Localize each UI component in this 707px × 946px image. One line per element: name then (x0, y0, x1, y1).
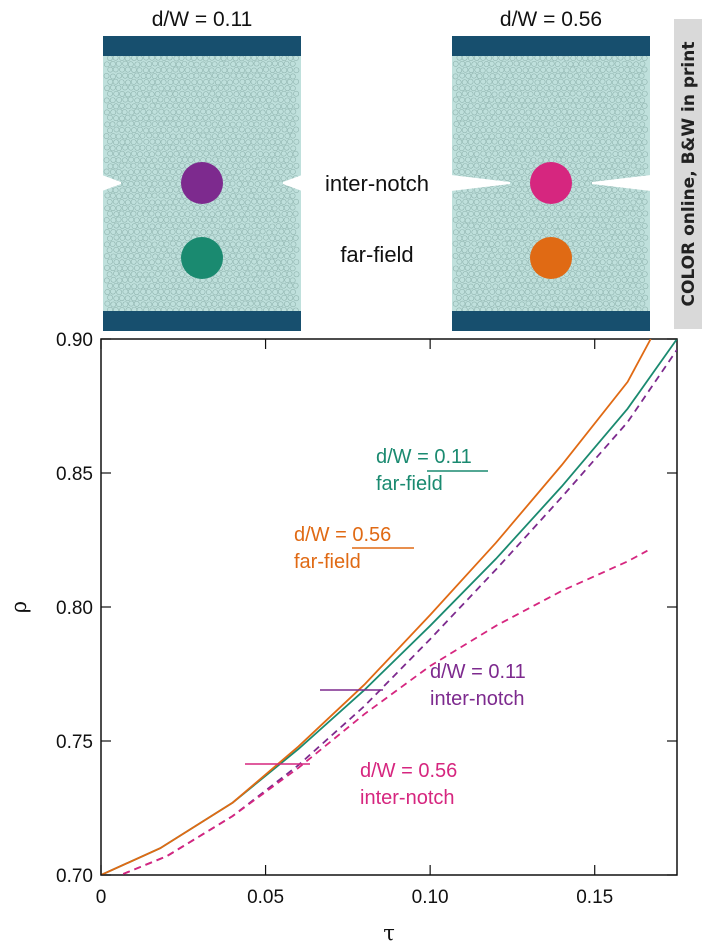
x-tick-label: 0.05 (247, 887, 284, 908)
series-curves (101, 339, 677, 875)
x-axis-label: τ (383, 921, 395, 945)
side-note-box (674, 19, 702, 329)
inter-notch-region (530, 162, 572, 204)
y-tick-label: 0.80 (56, 598, 93, 619)
annotation-ratio: d/W = 0.11 (376, 446, 472, 468)
annotation-d-w-0-11-far-field: d/W = 0.11 far-field (376, 446, 488, 495)
inter-notch-region (181, 162, 223, 204)
annotation-d-w-0-56-inter-notch: d/W = 0.56 inter-notch (245, 760, 457, 809)
left-notch (102, 175, 121, 191)
annotation-ratio: d/W = 0.56 (294, 524, 391, 546)
far-field-region (530, 237, 572, 279)
right-notch (592, 175, 651, 191)
axis-ticks: 0 0.05 0.10 0.15 0.70 0.75 0.80 0.85 0.90 (56, 330, 677, 908)
annotation-region: inter-notch (430, 688, 525, 710)
series-line-d-w-0-56-inter-notch (118, 549, 648, 875)
far-field-label: far-field (340, 242, 413, 267)
annotation-d-w-0-11-inter-notch: d/W = 0.11 inter-notch (320, 661, 526, 710)
bottom-wall (103, 311, 301, 331)
simulation-panels (102, 36, 651, 331)
panel-title-left: d/W = 0.11 (152, 8, 253, 31)
y-tick-label: 0.70 (56, 866, 93, 887)
panel-title-right: d/W = 0.56 (500, 8, 602, 31)
x-tick-label: 0 (96, 887, 107, 908)
x-tick-label: 0.15 (576, 887, 613, 908)
annotation-region: far-field (294, 551, 361, 573)
top-wall (103, 36, 301, 56)
y-tick-label: 0.75 (56, 732, 93, 753)
x-tick-label: 0.10 (412, 887, 449, 908)
panel-right (451, 36, 651, 331)
annotation-ratio: d/W = 0.11 (430, 661, 526, 683)
y-tick-label: 0.90 (56, 330, 93, 351)
right-notch (283, 175, 302, 191)
side-note: COLOR online, B&W in print (679, 42, 699, 307)
annotation-ratio: d/W = 0.56 (360, 760, 457, 782)
y-axis-label: ρ (7, 601, 31, 613)
top-wall (452, 36, 650, 56)
left-notch (451, 175, 510, 191)
density-chart: 0 0.05 0.10 0.15 0.70 0.75 0.80 0.85 0.90 d/W = … (7, 330, 678, 945)
series-line-d-w-0-56-far-field (101, 339, 652, 875)
bottom-wall (452, 311, 650, 331)
inter-notch-label: inter-notch (325, 171, 429, 196)
annotation-region: inter-notch (360, 787, 455, 809)
y-tick-label: 0.85 (56, 464, 93, 485)
annotation-d-w-0-56-far-field: d/W = 0.56 far-field (294, 524, 414, 573)
annotation-region: far-field (376, 473, 443, 495)
far-field-region (181, 237, 223, 279)
panel-left (102, 36, 302, 331)
